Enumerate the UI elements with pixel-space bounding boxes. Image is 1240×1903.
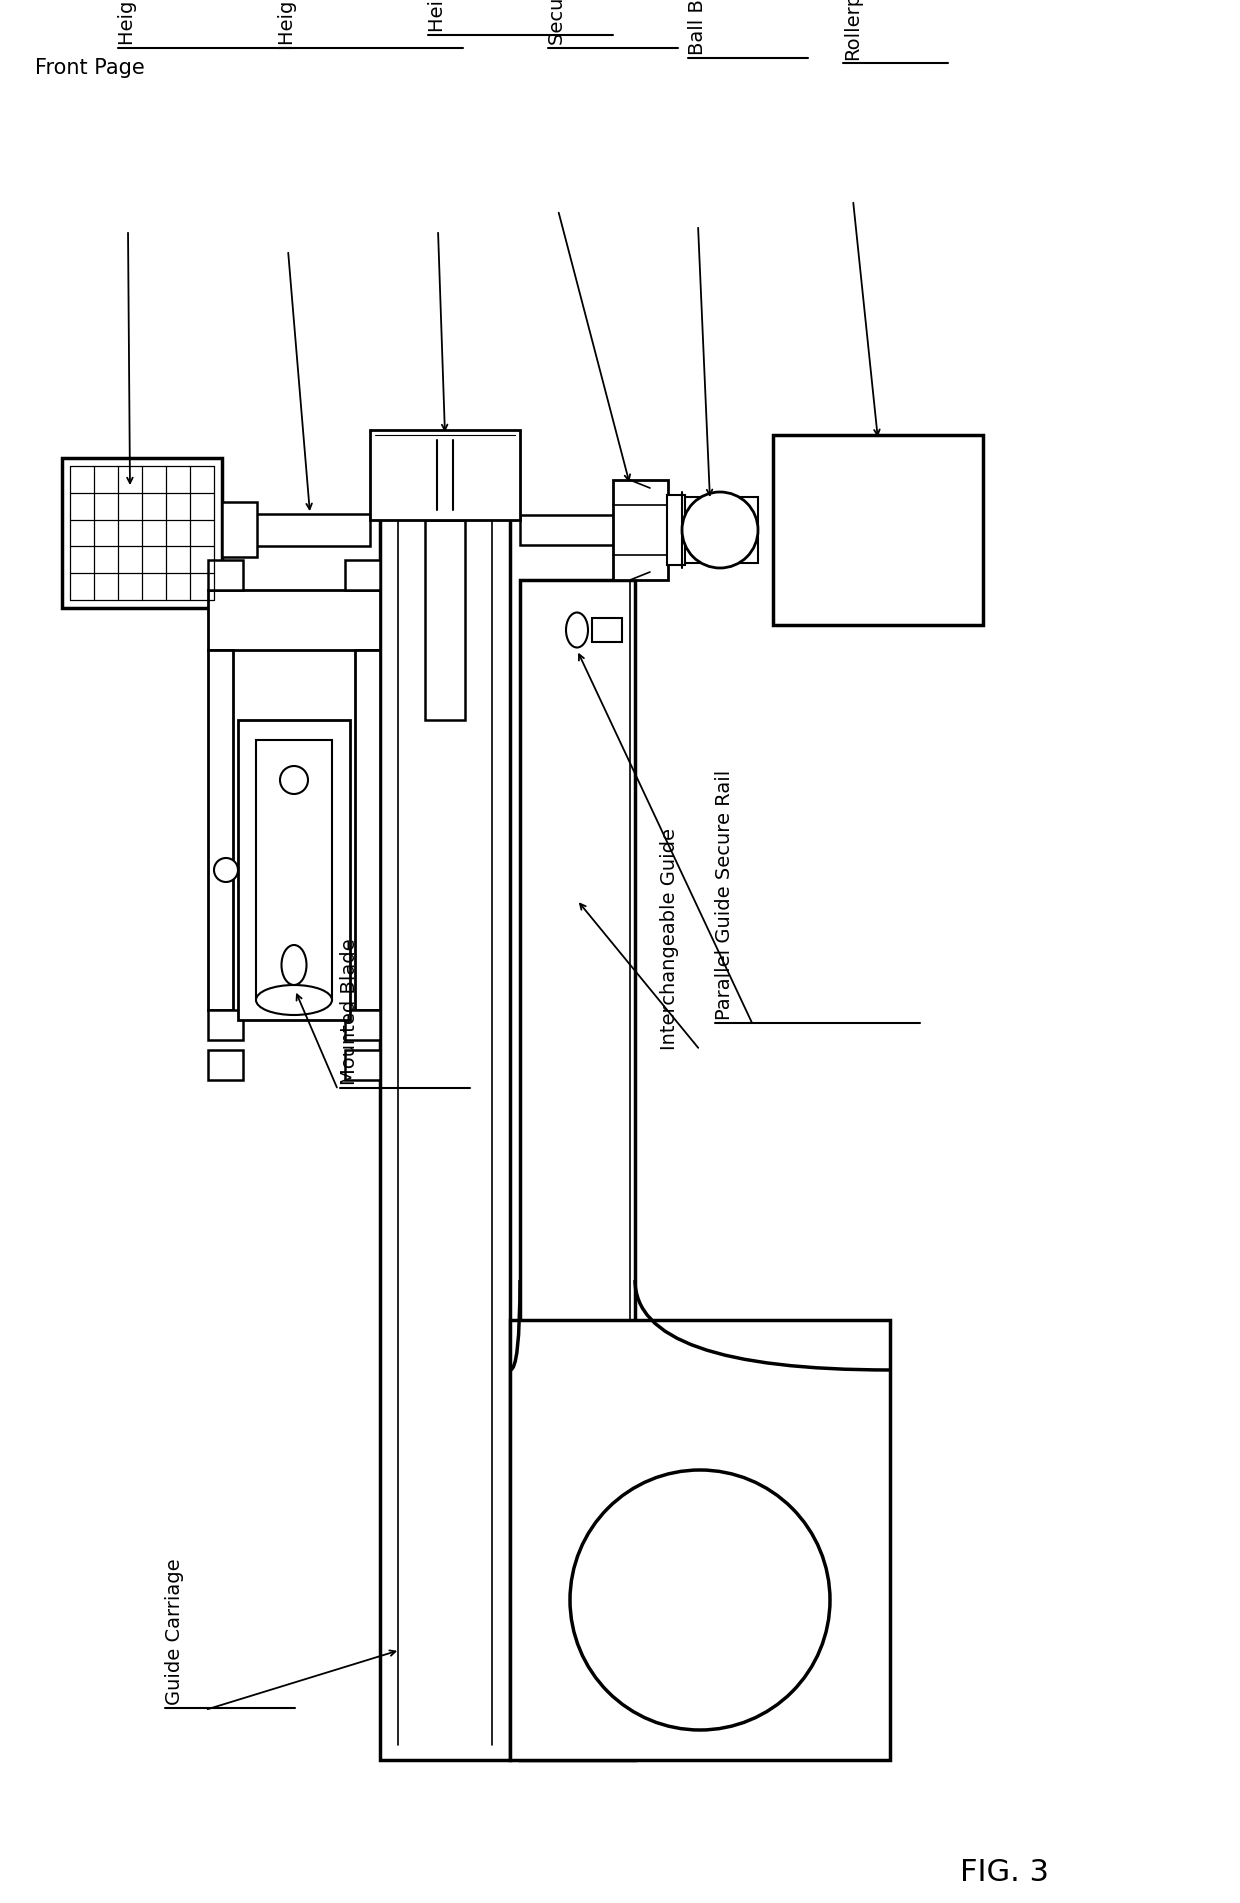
Ellipse shape — [255, 986, 332, 1014]
Bar — [591, 618, 622, 641]
Bar — [208, 651, 233, 1010]
Ellipse shape — [565, 613, 588, 647]
Text: Height Adjuster Dial: Height Adjuster Dial — [118, 0, 136, 46]
Bar — [208, 590, 379, 651]
Bar — [345, 1010, 379, 1041]
Bar — [62, 459, 222, 607]
Bar — [510, 1321, 890, 1760]
Text: Guide Carriage: Guide Carriage — [165, 1559, 184, 1705]
Bar — [208, 1050, 243, 1081]
Circle shape — [570, 1469, 830, 1730]
Bar — [345, 1050, 379, 1081]
Text: Height Adjuster Core: Height Adjuster Core — [428, 0, 446, 32]
Bar — [379, 480, 510, 1760]
Bar — [255, 740, 332, 999]
Bar — [355, 651, 379, 1010]
Bar — [370, 430, 520, 520]
Bar — [667, 495, 684, 565]
Circle shape — [215, 858, 238, 881]
Circle shape — [682, 493, 758, 567]
Bar — [520, 516, 620, 544]
Bar — [682, 497, 758, 563]
Bar — [222, 502, 257, 558]
Text: Rollerplate: Rollerplate — [843, 0, 862, 61]
Bar — [255, 514, 370, 546]
Circle shape — [280, 767, 308, 794]
Text: FIG. 3: FIG. 3 — [960, 1857, 1049, 1888]
Text: Front Page: Front Page — [35, 57, 145, 78]
Text: Parallel Guide Secure Rail: Parallel Guide Secure Rail — [715, 769, 734, 1020]
Text: Mounted Blade: Mounted Blade — [340, 938, 360, 1085]
Bar — [773, 436, 983, 624]
Bar — [208, 1010, 243, 1041]
Bar — [208, 559, 243, 590]
Text: Height Adjuster Screw: Height Adjuster Screw — [278, 0, 298, 46]
Bar — [345, 559, 379, 590]
Bar — [238, 719, 350, 1020]
Bar — [425, 520, 465, 719]
Bar — [613, 480, 668, 580]
Bar — [520, 580, 635, 1760]
Ellipse shape — [281, 946, 306, 986]
Text: Securing Bolt: Securing Bolt — [548, 0, 567, 46]
Text: Interchangeable Guide: Interchangeable Guide — [660, 828, 680, 1050]
Text: Ball Bearing: Ball Bearing — [688, 0, 707, 55]
